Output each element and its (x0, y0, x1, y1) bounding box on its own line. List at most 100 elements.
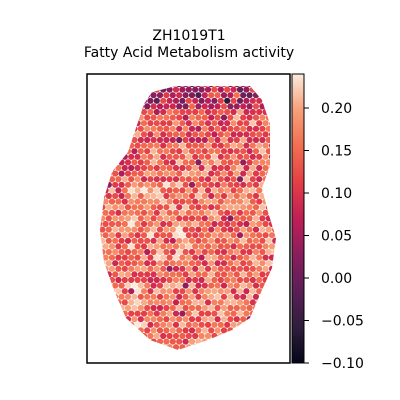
spot (176, 327, 183, 334)
spot (262, 243, 269, 250)
spot (124, 293, 132, 300)
spot (211, 310, 218, 317)
spot (185, 120, 192, 127)
spot (102, 254, 109, 261)
spot (147, 209, 154, 216)
spot (230, 142, 237, 149)
spot (160, 131, 167, 138)
spot (179, 131, 186, 138)
spot (182, 248, 189, 256)
spot (211, 86, 218, 93)
spot (182, 92, 189, 99)
spot (176, 316, 183, 323)
spot (192, 232, 199, 239)
spot (118, 260, 125, 267)
spot (192, 220, 199, 228)
spot (140, 131, 148, 138)
spot (182, 282, 189, 289)
spot (131, 215, 138, 222)
spot (185, 176, 192, 183)
spot (217, 176, 224, 183)
spot (182, 327, 189, 334)
spot (112, 248, 119, 256)
spot (230, 164, 237, 172)
spot (131, 192, 138, 200)
spot (150, 103, 157, 110)
spot (156, 293, 164, 300)
spot (208, 204, 215, 211)
spot (201, 271, 208, 278)
spot (211, 232, 218, 239)
spot (156, 125, 164, 132)
colorbar (291, 73, 305, 364)
spot (163, 103, 170, 110)
spot (121, 299, 128, 306)
spot (256, 276, 263, 284)
spot (252, 215, 260, 222)
spot (179, 310, 186, 317)
spot (176, 237, 183, 244)
spot (233, 170, 240, 177)
spot (230, 86, 237, 93)
spot (211, 108, 218, 116)
spot (220, 282, 228, 289)
spot (265, 248, 272, 256)
spot (134, 243, 141, 250)
spot (211, 209, 218, 216)
spot (204, 321, 212, 328)
spot (262, 232, 269, 239)
spot (137, 304, 144, 312)
spot (140, 142, 148, 149)
spot (259, 114, 266, 121)
spot (118, 170, 125, 177)
spot (204, 164, 212, 172)
spot (163, 114, 170, 121)
spot (214, 125, 221, 132)
spot (156, 248, 164, 256)
spot (131, 226, 138, 233)
spot (252, 125, 260, 132)
spot (169, 170, 176, 177)
spot (224, 288, 231, 295)
spot (249, 153, 256, 160)
spot (265, 226, 272, 233)
spot (185, 187, 192, 194)
spot (211, 120, 218, 127)
spot (198, 321, 205, 328)
colorbar-tick-label: 0.15 (321, 144, 352, 160)
spot (112, 192, 119, 200)
spot (188, 181, 196, 188)
spot (172, 108, 180, 116)
spot (134, 153, 141, 160)
spot (198, 164, 205, 172)
spot (256, 198, 263, 205)
spot (166, 97, 173, 104)
spot (160, 176, 167, 183)
spot (217, 232, 224, 239)
spot (115, 198, 122, 205)
spot (262, 209, 269, 216)
spot (201, 103, 208, 110)
spot (128, 310, 135, 317)
spot (243, 310, 250, 317)
spot (224, 276, 231, 284)
spot (166, 243, 173, 250)
spot (236, 232, 244, 239)
spot (217, 243, 224, 250)
spot (137, 159, 144, 166)
spot (214, 304, 221, 312)
spot (236, 243, 244, 250)
spot (156, 170, 164, 177)
spot (172, 164, 180, 172)
spot (188, 215, 196, 222)
spot (220, 170, 228, 177)
spot (150, 215, 157, 222)
spot (118, 181, 125, 188)
spot (147, 288, 154, 295)
spot (188, 248, 196, 256)
spot (188, 159, 196, 166)
spot (163, 316, 170, 323)
spot (243, 142, 250, 149)
spot (150, 271, 157, 278)
spot (224, 142, 231, 149)
